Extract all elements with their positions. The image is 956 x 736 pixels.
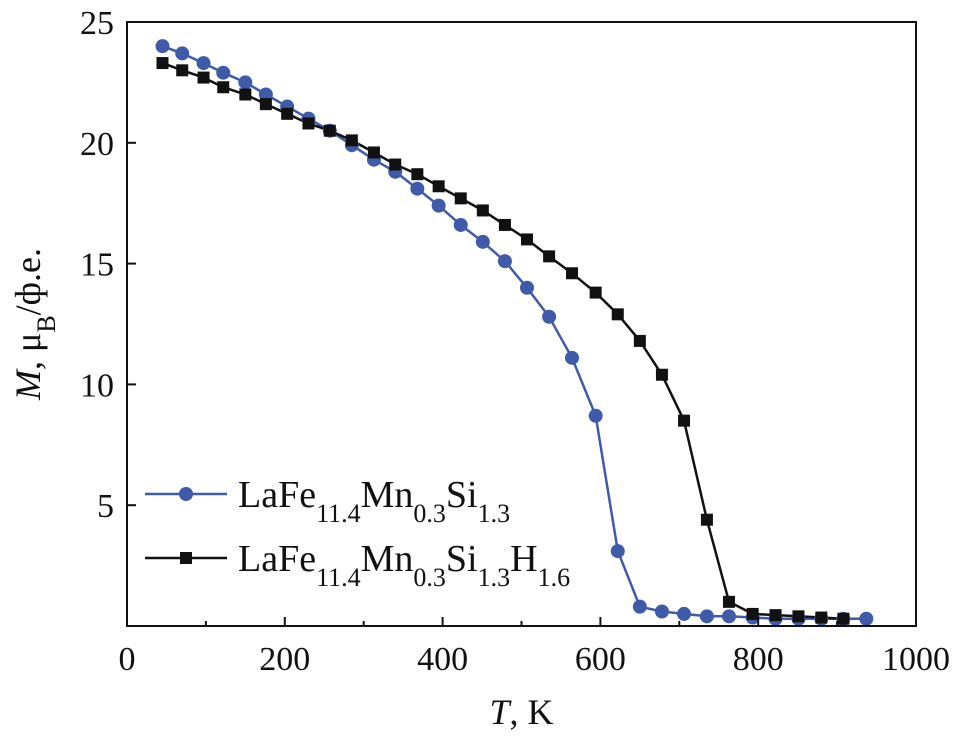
data-point-series-2 <box>565 267 578 280</box>
data-point-series-1 <box>175 46 190 61</box>
data-point-series-2 <box>302 117 315 130</box>
data-point-series-1 <box>410 181 425 196</box>
data-point-series-2 <box>239 88 252 101</box>
series-markers <box>155 39 874 626</box>
data-point-series-2 <box>432 180 445 193</box>
data-point-series-2 <box>498 218 511 231</box>
series-line-1 <box>162 45 867 621</box>
data-point-series-2 <box>345 134 358 147</box>
data-point-series-2 <box>589 286 602 299</box>
data-point-series-1 <box>497 254 512 269</box>
data-point-series-2 <box>259 98 272 111</box>
legend-label-1: LaFe11.4Mn0.3Si1.3 <box>238 474 510 528</box>
data-point-series-1 <box>632 599 647 614</box>
data-point-series-1 <box>542 309 557 324</box>
data-point-series-1 <box>699 609 714 624</box>
y-axis-title: M, μB/ф.е. <box>8 248 61 401</box>
data-point-series-2 <box>156 57 169 70</box>
legend-marker-2 <box>180 552 192 564</box>
data-point-series-1 <box>258 87 273 102</box>
y-tick-label: 10 <box>80 367 114 404</box>
data-point-series-1 <box>564 350 579 365</box>
data-point-series-1 <box>431 198 446 213</box>
data-point-series-2 <box>197 71 210 84</box>
data-point-series-2 <box>521 233 534 246</box>
data-point-series-1 <box>520 280 535 295</box>
data-point-series-1 <box>610 544 625 559</box>
data-point-series-1 <box>475 234 490 249</box>
x-tick-label: 800 <box>733 641 784 678</box>
data-point-series-1 <box>859 611 874 626</box>
data-point-series-2 <box>367 146 380 159</box>
x-axis-title: T, K <box>489 692 553 732</box>
data-point-series-1 <box>155 39 170 54</box>
data-point-series-2 <box>543 250 556 263</box>
x-tick-label: 600 <box>575 641 626 678</box>
y-axis-unit: /ф.е. <box>8 248 48 315</box>
data-point-series-2 <box>476 204 489 217</box>
plot-area-frame <box>126 21 917 627</box>
y-tick-label: 15 <box>80 247 114 284</box>
y-tick-label: 5 <box>97 488 114 525</box>
data-point-series-2 <box>746 607 759 620</box>
data-point-series-1 <box>196 56 211 71</box>
y-axis-variable: M <box>8 368 48 401</box>
data-point-series-2 <box>700 513 713 526</box>
data-point-series-1 <box>654 604 669 619</box>
axis-ticks <box>126 21 917 626</box>
data-point-series-1 <box>677 606 692 621</box>
x-tick-label: 400 <box>417 641 468 678</box>
data-point-series-2 <box>176 64 189 77</box>
data-point-series-2 <box>611 308 624 321</box>
data-point-series-1 <box>238 75 253 90</box>
legend: LaFe11.4Mn0.3Si1.3 LaFe11.4Mn0.3Si1.3H1.6 <box>145 474 570 592</box>
data-point-series-2 <box>815 611 828 624</box>
data-point-series-1 <box>453 217 468 232</box>
legend-marker-1 <box>179 487 193 501</box>
data-point-series-2 <box>411 168 424 181</box>
data-point-series-2 <box>792 610 805 623</box>
x-axis-variable: T <box>489 692 512 732</box>
data-point-series-2 <box>723 595 736 608</box>
tick-labels: 0 200 400 600 800 1000 5 10 15 20 25 <box>80 5 950 678</box>
data-point-series-2 <box>389 158 402 171</box>
data-point-series-1 <box>588 408 603 423</box>
x-axis-unit: , K <box>510 692 554 732</box>
data-point-series-2 <box>281 107 294 120</box>
x-tick-label: 200 <box>259 641 310 678</box>
data-point-series-2 <box>217 81 230 94</box>
y-axis-mu: , μ <box>8 333 48 370</box>
data-point-series-2 <box>678 414 691 427</box>
data-point-series-1 <box>722 609 737 624</box>
x-tick-label: 0 <box>119 641 136 678</box>
y-tick-label: 20 <box>80 126 114 163</box>
series-lines <box>162 45 867 621</box>
series-line-2 <box>162 61 844 621</box>
legend-label-2: LaFe11.4Mn0.3Si1.3H1.6 <box>238 538 570 592</box>
data-point-series-2 <box>655 368 668 381</box>
y-axis-subscript: B <box>32 315 61 332</box>
data-point-series-2 <box>454 192 467 205</box>
data-point-series-2 <box>633 334 646 347</box>
data-point-series-2 <box>837 612 850 625</box>
data-point-series-2 <box>323 124 336 137</box>
y-tick-label: 25 <box>80 5 114 42</box>
data-point-series-2 <box>769 609 782 622</box>
data-point-series-1 <box>216 65 231 80</box>
x-tick-label: 1000 <box>882 641 950 678</box>
